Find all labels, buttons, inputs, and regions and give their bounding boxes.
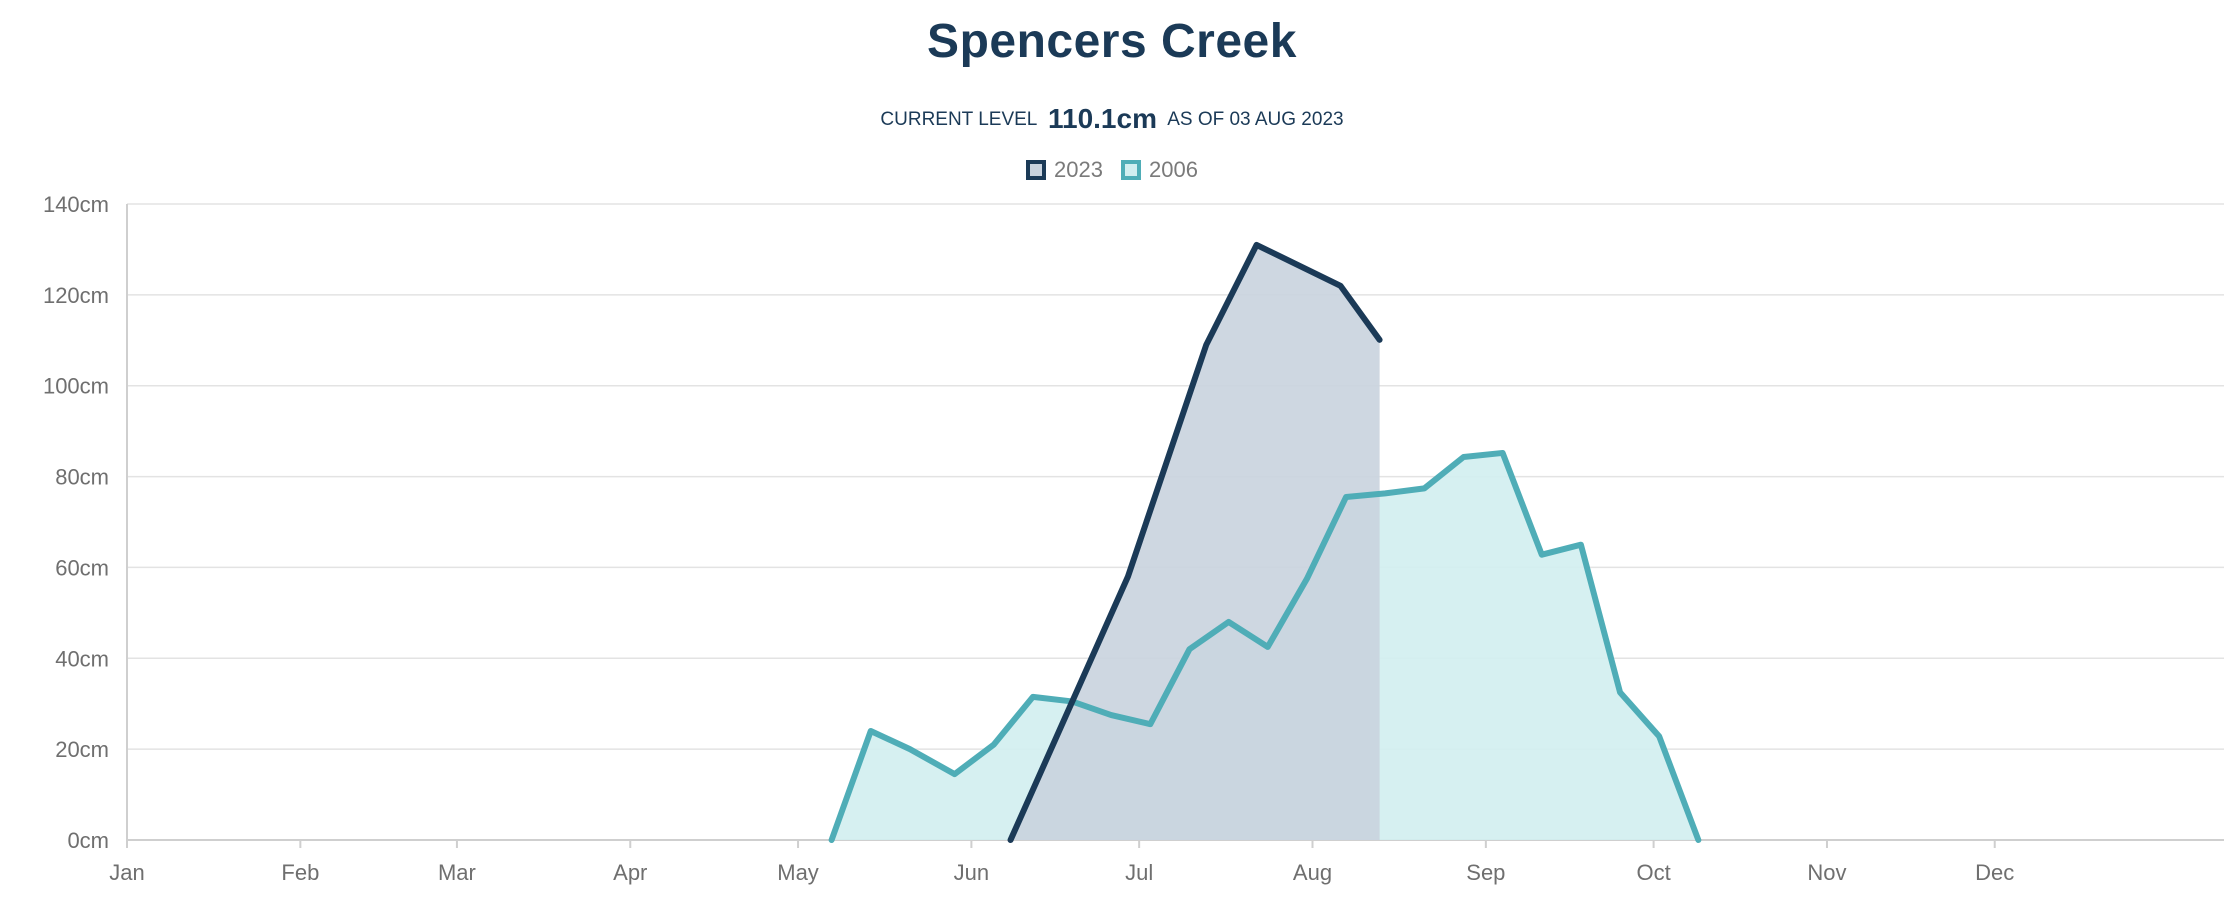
- x-tick-label: Mar: [438, 860, 476, 885]
- series-line-2023: [1007, 241, 1383, 843]
- x-tick-label: Jan: [109, 860, 144, 885]
- current-level-date: AS OF 03 AUG 2023: [1167, 109, 1344, 130]
- x-tick-label: Sep: [1466, 860, 1505, 885]
- x-tick-label: Oct: [1636, 860, 1670, 885]
- axes: 0cm 20cm 40cm 60cm 80cm 100cm 120cm 140cm Jan Feb…: [43, 192, 2014, 885]
- series-areas: [831, 244, 1699, 840]
- legend-swatch-2023: [1026, 160, 1047, 180]
- current-level-value: 110.1cm: [1047, 103, 1157, 134]
- x-tick-label: Jul: [1125, 860, 1153, 885]
- x-tick-label: Nov: [1807, 860, 1846, 885]
- current-level-prefix: CURRENT LEVEL: [880, 109, 1037, 130]
- legend-swatch-2006: [1121, 160, 1141, 180]
- chart-title: Spencers Creek: [927, 15, 1297, 68]
- series-lines: [828, 241, 1702, 843]
- chart-legend: 2023 2006: [0, 157, 2224, 183]
- y-tick-label: 120cm: [43, 283, 109, 308]
- y-tick-label: 60cm: [55, 555, 109, 580]
- legend-label-2023: 2023: [1054, 157, 1103, 182]
- y-tick-label: 0cm: [67, 828, 109, 853]
- x-tick-label: Dec: [1975, 860, 2014, 885]
- x-tick-label: Apr: [613, 860, 647, 885]
- y-tick-label: 20cm: [55, 737, 109, 762]
- current-level-summary: CURRENT LEVEL 110.1cm AS OF 03 AUG 2023: [0, 103, 2224, 135]
- legend-item-2006[interactable]: 2006: [1121, 157, 1198, 183]
- y-tick-label: 100cm: [43, 374, 109, 399]
- y-tick-label: 40cm: [55, 646, 109, 671]
- series-line-2006: [828, 449, 1702, 843]
- x-tick-label: May: [777, 860, 819, 885]
- x-tick-label: Feb: [281, 860, 319, 885]
- x-tick-label: Aug: [1293, 860, 1332, 885]
- y-tick-label: 140cm: [43, 192, 109, 217]
- y-tick-label: 80cm: [55, 465, 109, 490]
- x-tick-label: Jun: [954, 860, 989, 885]
- series-area-2023: [1010, 244, 1380, 840]
- legend-item-2023[interactable]: 2023: [1026, 157, 1103, 183]
- legend-label-2006: 2006: [1149, 157, 1198, 182]
